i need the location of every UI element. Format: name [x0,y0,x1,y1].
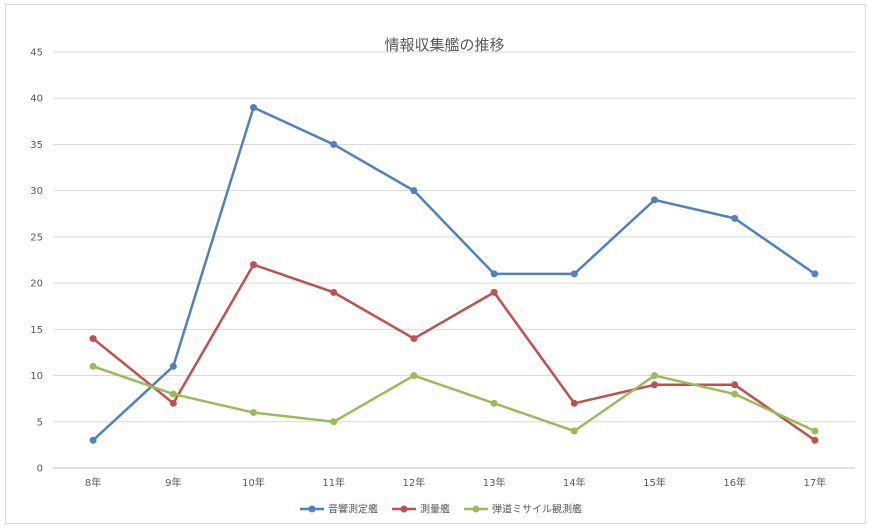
data-point [570,427,578,435]
legend-marker [400,505,408,513]
x-tick-label: 9年 [165,476,181,489]
data-point [811,427,819,435]
legend-label: 弾道ミサイル観測艦 [492,503,582,516]
series-line [92,365,816,433]
data-point [410,335,418,343]
y-tick-label: 20 [30,279,43,290]
x-tick-label: 17年 [804,476,827,489]
x-tick-label: 14年 [563,476,586,489]
data-point [250,261,257,269]
y-tick-label: 35 [30,140,43,151]
y-tick-label: 45 [30,48,43,59]
data-point [570,270,578,278]
y-axis-ticks: 0 5 10 15 20 25 30 35 40 45 [30,48,43,475]
legend-label: 音響測定艦 [328,503,378,516]
data-point [89,436,97,444]
legend-item: 測量艦 [392,503,450,516]
data-point [250,103,257,111]
data-point [169,390,177,398]
y-tick-label: 10 [30,371,43,382]
y-tick-label: 30 [30,186,43,197]
data-point [89,335,97,343]
x-axis-ticks: 8年 9年 10年 11年 12年 13年 14年 15年 16年 17年 [85,476,826,489]
data-point [250,409,257,417]
legend-item: 音響測定艦 [300,503,378,516]
data-point [651,372,658,380]
x-tick-label: 12年 [403,476,426,489]
data-point [811,436,819,444]
data-point [330,418,338,426]
y-tick-label: 0 [37,464,43,475]
legend-label: 測量艦 [420,503,450,516]
data-point [490,270,498,278]
x-tick-label: 11年 [322,476,345,489]
data-point [169,362,177,370]
legend-item: 弾道ミサイル観測艦 [464,503,582,516]
series-line [92,263,816,442]
data-point [731,390,739,398]
x-tick-label: 16年 [723,476,746,489]
x-tick-label: 15年 [643,476,666,489]
data-point [330,288,338,296]
x-tick-label: 10年 [242,476,265,489]
y-tick-label: 5 [37,417,43,428]
chart-title: 情報収集艦の推移 [384,36,505,54]
y-tick-label: 15 [30,325,43,336]
y-tick-label: 40 [30,94,43,105]
chart-frame [5,4,866,524]
gridlines [53,51,855,469]
data-point [89,362,97,370]
series-line [92,106,816,442]
data-point [570,399,578,407]
legend-marker [472,505,480,513]
x-tick-label: 8年 [85,476,101,489]
data-point [169,399,177,407]
series-group [89,103,819,444]
series-2 [89,261,819,444]
data-point [731,214,739,222]
series-3 [89,362,819,435]
legend: 音響測定艦 測量艦 弾道ミサイル観測艦 [300,503,582,516]
legend-marker [308,505,316,513]
data-point [410,187,418,195]
data-point [811,270,819,278]
data-point [410,372,418,380]
data-point [490,399,498,407]
data-point [651,196,658,204]
data-point [490,288,498,296]
x-tick-label: 13年 [483,476,506,489]
data-point [731,381,739,389]
y-tick-label: 25 [30,232,43,243]
data-point [330,140,338,148]
data-point [651,381,658,389]
series-1 [89,103,819,444]
